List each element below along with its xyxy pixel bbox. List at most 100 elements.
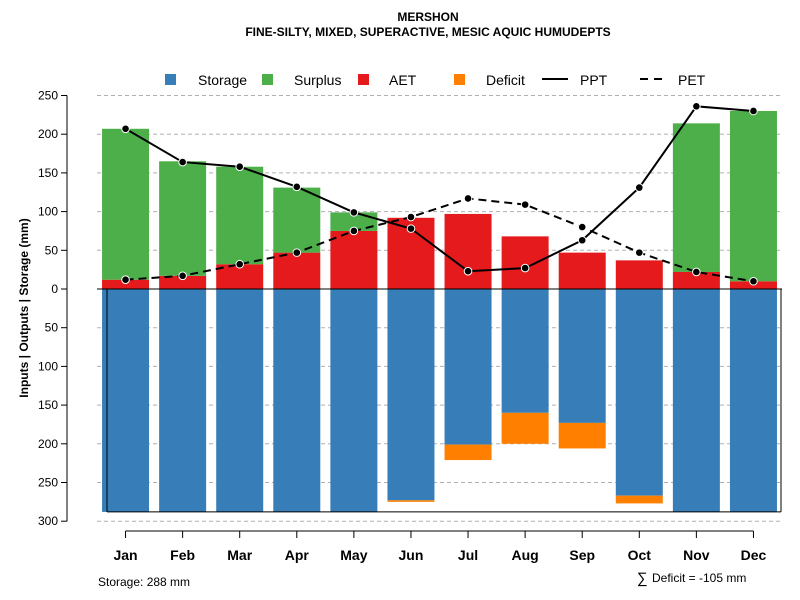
x-tick-label: Jan — [113, 547, 137, 563]
pet-point — [692, 267, 701, 277]
y-tick-label: 250 — [38, 476, 58, 490]
legend: Storage Surplus AET Deficit PPT PET — [165, 72, 706, 88]
surplus-bar — [330, 212, 378, 231]
x-tick-label: Dec — [741, 547, 767, 563]
surplus-bar — [672, 123, 720, 272]
legend-pet-label: PET — [678, 72, 706, 88]
deficit-bar — [387, 500, 435, 502]
surplus-bar — [159, 161, 207, 276]
y-tick-label: 150 — [38, 166, 58, 180]
y-tick-label: 50 — [45, 243, 59, 257]
storage-bar — [558, 289, 606, 423]
legend-deficit-swatch — [454, 74, 465, 85]
series-lines — [97, 102, 782, 513]
storage-bar — [273, 289, 321, 512]
x-tick-label: Jun — [399, 547, 424, 563]
storage-bar — [387, 289, 435, 501]
x-tick-label: Mar — [227, 547, 252, 563]
y-axis-label: Inputs | Outputs | Storage (mm) — [17, 218, 31, 397]
aet-bar — [273, 252, 321, 289]
pet-point — [349, 226, 359, 236]
x-tick-label: Aug — [512, 547, 539, 563]
ppt-point — [121, 124, 130, 134]
y-tick-label: 150 — [38, 398, 58, 412]
pet-point — [121, 275, 130, 285]
pet-point — [749, 276, 758, 286]
x-tick-label: May — [340, 547, 367, 563]
ppt-point — [349, 208, 359, 217]
y-tick-label: 200 — [38, 437, 58, 451]
deficit-bar — [444, 444, 492, 461]
storage-bar — [672, 289, 720, 512]
x-tick-label: Nov — [683, 547, 710, 563]
ppt-point — [749, 106, 758, 116]
legend-storage-swatch — [165, 74, 176, 85]
ppt-point — [463, 266, 473, 276]
ppt-point — [235, 162, 245, 172]
y-tick-label: 100 — [38, 205, 58, 219]
ppt-point — [520, 263, 530, 273]
storage-bar — [216, 289, 264, 512]
ppt-line — [125, 105, 754, 273]
legend-surplus-label: Surplus — [294, 72, 341, 88]
y-tick-label: 100 — [38, 359, 58, 373]
storage-bar — [102, 289, 150, 512]
legend-surplus-swatch — [262, 74, 273, 85]
x-tick-label: Sep — [569, 547, 595, 563]
aet-bar — [501, 236, 549, 289]
aet-bar — [102, 279, 150, 289]
y-tick-label: 200 — [38, 127, 58, 141]
pet-point — [577, 222, 587, 232]
ppt-point — [292, 182, 302, 192]
storage-bar — [729, 289, 777, 512]
pet-point — [235, 259, 245, 269]
storage-bar — [615, 289, 663, 496]
pet-point — [520, 200, 530, 209]
legend-ppt-label: PPT — [580, 72, 608, 88]
deficit-bar — [558, 422, 606, 449]
y-tick-label: 0 — [51, 282, 58, 296]
aet-bar — [159, 275, 207, 289]
aet-bar — [330, 230, 378, 289]
y-tick-label: 50 — [45, 321, 59, 335]
x-tick-label: Oct — [628, 547, 652, 563]
surplus-bar — [273, 187, 321, 253]
pet-line — [125, 197, 754, 283]
aet-bar — [615, 260, 663, 289]
storage-bar — [501, 289, 549, 413]
deficit-bar — [501, 412, 549, 444]
ppt-point — [634, 183, 644, 192]
x-tick-label: Feb — [170, 547, 195, 563]
axes: 250 200 150 100 50 0 50 100 150 200 250 300 Jan Feb Ma… — [38, 89, 767, 564]
ppt-point — [406, 224, 416, 233]
storage-bar — [444, 289, 492, 445]
pet-point — [292, 248, 302, 257]
x-tick-label: Jul — [458, 547, 478, 563]
surplus-bar — [216, 166, 264, 265]
chart-title: MERSHON — [397, 10, 458, 24]
pet-point — [178, 271, 187, 281]
chart-subtitle: FINE-SILTY, MIXED, SUPERACTIVE, MESIC AQ… — [245, 25, 610, 39]
pet-point — [406, 212, 416, 222]
gridlines — [97, 95, 782, 522]
aet-bar — [444, 213, 492, 289]
ppt-point — [178, 157, 187, 167]
deficit-bar — [615, 495, 663, 504]
storage-bar — [159, 289, 207, 512]
ppt-point — [692, 102, 701, 111]
legend-deficit-label: Deficit — [486, 72, 525, 88]
surplus-bar — [729, 110, 777, 282]
legend-storage-label: Storage — [198, 72, 247, 88]
legend-aet-swatch — [358, 74, 369, 85]
y-tick-label: 300 — [38, 514, 58, 528]
surplus-bar — [102, 128, 150, 280]
legend-aet-label: AET — [389, 72, 417, 88]
storage-footnote: Storage: 288 mm — [98, 575, 190, 589]
bars — [102, 110, 777, 512]
sum-symbol-icon: ∑ — [637, 570, 648, 587]
x-tick-label: Apr — [285, 547, 310, 563]
pet-point — [463, 194, 473, 203]
ppt-point — [577, 235, 587, 245]
y-tick-label: 250 — [38, 89, 58, 103]
